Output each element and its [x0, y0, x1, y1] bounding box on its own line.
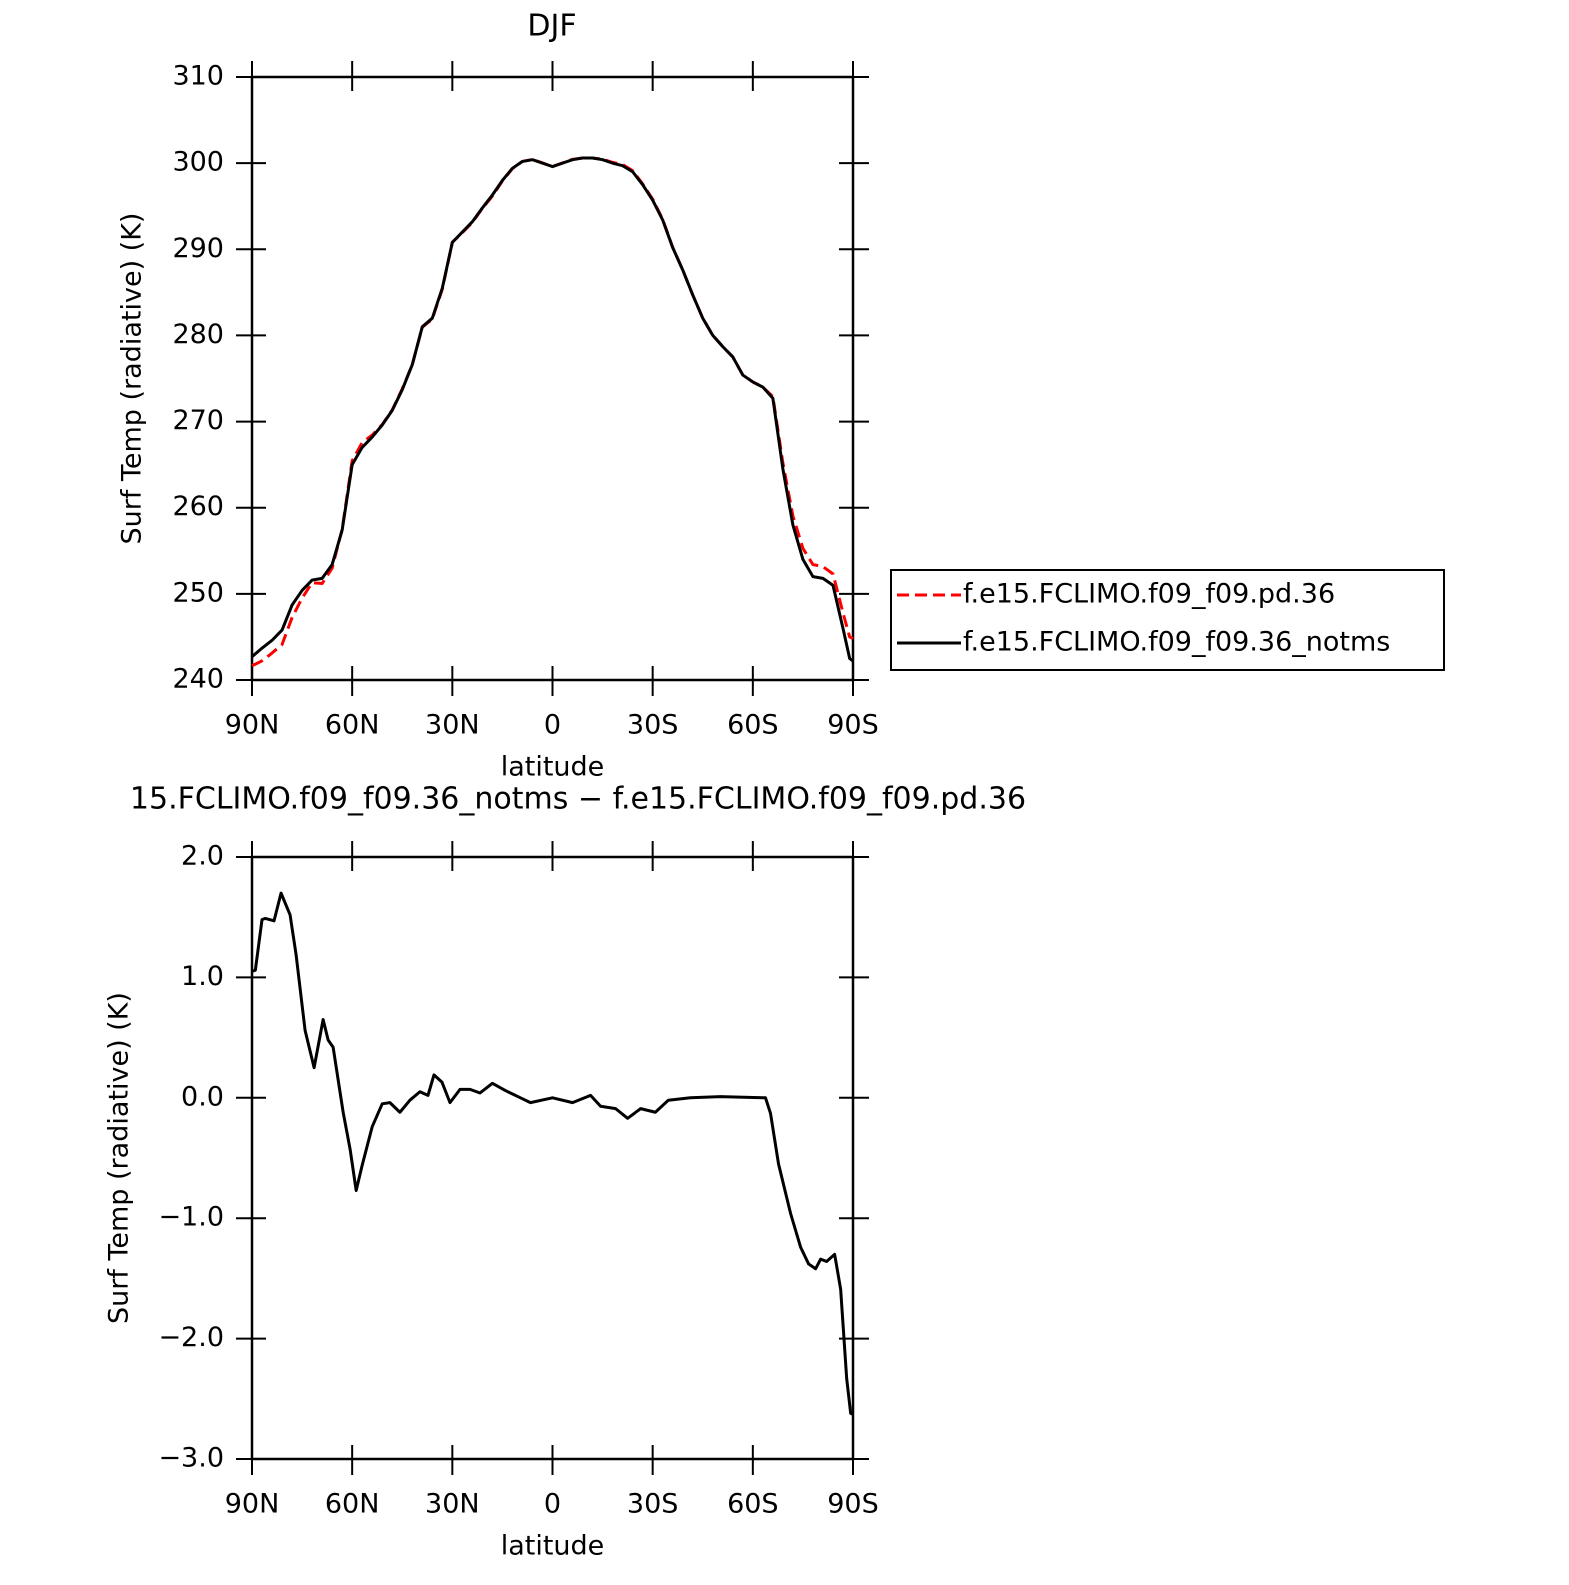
y-axis-label: Surf Temp (radiative) (K) — [117, 213, 148, 545]
y-tick-label: 260 — [172, 491, 224, 522]
y-tick-label: 0.0 — [181, 1081, 224, 1112]
data-line — [251, 891, 854, 1416]
x-tick-label: 0 — [544, 1489, 561, 1520]
x-tick-label: 30N — [425, 710, 480, 741]
chart-title: DJF — [527, 9, 576, 44]
y-axis-label: Surf Temp (radiative) (K) — [104, 992, 135, 1324]
y-tick-label: 310 — [172, 61, 224, 92]
x-tick-label: 30S — [627, 1489, 679, 1520]
x-tick-label: 60N — [325, 1489, 380, 1520]
data-line — [251, 156, 854, 668]
x-tick-label: 0 — [544, 710, 561, 741]
x-tick-label: 30N — [425, 1489, 480, 1520]
y-tick-label: 300 — [172, 147, 224, 178]
x-tick-label: 90S — [827, 710, 879, 741]
y-tick-label: −2.0 — [158, 1322, 224, 1353]
x-tick-label: 60N — [325, 710, 380, 741]
x-tick-label: 30S — [627, 710, 679, 741]
x-tick-label: 60S — [727, 710, 779, 741]
legend-label: f.e15.FCLIMO.f09_f09.36_notms — [963, 627, 1390, 658]
y-tick-label: 1.0 — [181, 961, 224, 992]
y-tick-label: 270 — [172, 405, 224, 436]
x-axis-label: latitude — [501, 1531, 605, 1562]
x-tick-label: 90N — [225, 710, 280, 741]
y-tick-label: 250 — [172, 577, 224, 608]
y-tick-label: −1.0 — [158, 1202, 224, 1233]
y-tick-label: 240 — [172, 664, 224, 695]
y-tick-label: 280 — [172, 319, 224, 350]
data-line — [251, 156, 854, 663]
plot-frame — [250, 855, 855, 1461]
y-tick-label: 290 — [172, 233, 224, 264]
chart-title: 15.FCLIMO.f09_f09.36_notms − f.e15.FCLIM… — [130, 782, 1026, 817]
x-tick-label: 60S — [727, 1489, 779, 1520]
x-tick-label: 90S — [827, 1489, 879, 1520]
legend-box — [890, 569, 1445, 671]
legend-label: f.e15.FCLIMO.f09_f09.pd.36 — [963, 579, 1335, 610]
y-tick-label: 2.0 — [181, 841, 224, 872]
x-axis-label: latitude — [501, 752, 605, 783]
y-tick-label: −3.0 — [158, 1443, 224, 1474]
x-tick-label: 90N — [225, 1489, 280, 1520]
